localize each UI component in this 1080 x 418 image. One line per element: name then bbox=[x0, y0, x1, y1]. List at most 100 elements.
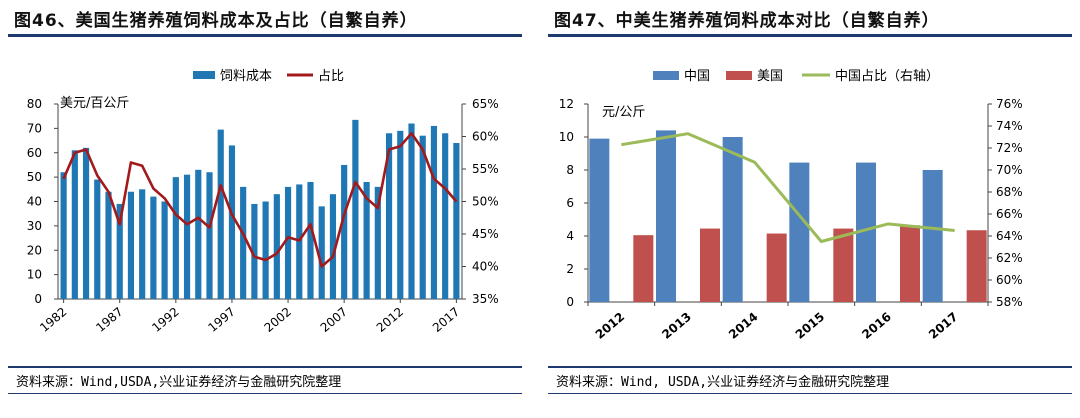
y-tick-label-right: 62% bbox=[996, 251, 1023, 265]
y-tick-label-left: 40 bbox=[27, 195, 42, 209]
y-axis-unit-label: 美元/百公斤 bbox=[60, 96, 129, 111]
figure-46-source: 资料来源：Wind,USDA,兴业证券经济与金融研究院整理 bbox=[16, 375, 342, 390]
legend-label-china-share: 中国占比（右轴） bbox=[835, 69, 939, 84]
x-tick-label: 2012 bbox=[593, 310, 628, 342]
bar-usa-2017 bbox=[966, 230, 987, 302]
legend-label-usa: 美国 bbox=[757, 69, 783, 84]
y-tick-label-left: 80 bbox=[27, 97, 42, 111]
source-divider-bottom bbox=[8, 393, 522, 394]
figure-46-title-bar: 图46、美国生猪养殖饲料成本及占比（自繁自养） bbox=[8, 4, 522, 37]
bar-feed-cost-2017 bbox=[453, 143, 460, 299]
y-tick-label-right: 70% bbox=[996, 163, 1023, 177]
bar-china-2012 bbox=[589, 138, 610, 302]
legend-label-share: 占比 bbox=[318, 69, 344, 84]
bar-feed-cost-2007 bbox=[341, 164, 348, 299]
x-tick-label: 1997 bbox=[205, 305, 237, 335]
bar-feed-cost-1985 bbox=[94, 179, 101, 299]
figure-47-chart: 0 2 4 6 8 10 12 58% 60% 62% 64% 66% 68% 70% 72% 74% 76% 元… bbox=[559, 69, 1023, 342]
bar-feed-cost-1995 bbox=[206, 172, 213, 299]
y-tick-label-right: 64% bbox=[996, 229, 1023, 243]
bar-feed-cost-2014 bbox=[419, 135, 426, 299]
bar-usa-2012 bbox=[633, 235, 654, 302]
bar-feed-cost-2011 bbox=[385, 133, 393, 299]
y-tick-label-right: 50% bbox=[472, 195, 499, 209]
y-tick-label-left: 20 bbox=[27, 243, 42, 257]
figure-47-title-bar: 图47、中美生猪养殖饲料成本对比（自繁自养） bbox=[548, 4, 1072, 37]
x-tick-label: 2017 bbox=[430, 305, 462, 335]
bar-usa-2015 bbox=[833, 228, 854, 302]
y-tick-label-right: 45% bbox=[472, 227, 499, 241]
y-tick-label-left: 6 bbox=[566, 196, 574, 210]
x-tick-label: 2007 bbox=[318, 305, 350, 335]
x-tick-label: 2012 bbox=[374, 305, 406, 335]
legend-label-feed-cost: 饲料成本 bbox=[220, 69, 272, 84]
y-tick-label-right: 65% bbox=[472, 97, 499, 111]
bar-feed-cost-2004 bbox=[307, 182, 314, 299]
y-tick-label-left: 70 bbox=[27, 121, 42, 135]
y-tick-label-right: 35% bbox=[472, 292, 499, 306]
line-china-share bbox=[621, 132, 955, 243]
y-tick-label-right: 60% bbox=[996, 273, 1023, 287]
x-tick-label: 1987 bbox=[93, 305, 125, 335]
legend-swatch-china bbox=[653, 71, 679, 80]
bar-feed-cost-2002 bbox=[284, 186, 292, 299]
x-tick-label: 2017 bbox=[926, 310, 961, 342]
bar-feed-cost-1987 bbox=[116, 203, 123, 299]
bar-feed-cost-2001 bbox=[273, 194, 280, 299]
y-tick-label-right: 76% bbox=[996, 97, 1023, 111]
bar-usa-2013 bbox=[700, 228, 720, 302]
bar-feed-cost-1999 bbox=[251, 203, 258, 299]
title-divider bbox=[548, 34, 1072, 37]
bar-china-2016 bbox=[856, 162, 876, 302]
x-tick-label: 2016 bbox=[859, 310, 894, 342]
bar-feed-cost-2008 bbox=[352, 119, 359, 299]
figure-46-chart: 0 10 20 30 40 50 60 70 80 35% 40% 45% 50% 55% 60% 65% 美元… bbox=[27, 69, 499, 335]
bar-china-2015 bbox=[789, 162, 810, 302]
y-tick-label-right: 66% bbox=[996, 207, 1023, 221]
bar-feed-cost-1988 bbox=[127, 191, 135, 299]
bar-feed-cost-1998 bbox=[240, 186, 247, 299]
y-tick-label-right: 40% bbox=[472, 260, 499, 274]
figure-46-panel: 图46、美国生猪养殖饲料成本及占比（自繁自养） 0 10 20 30 40 50 60 70 8… bbox=[0, 0, 530, 418]
bar-feed-cost-2009 bbox=[363, 182, 370, 299]
bar-feed-cost-1993 bbox=[183, 174, 191, 299]
bar-feed-cost-2012 bbox=[397, 130, 404, 299]
y-tick-label-right: 74% bbox=[996, 119, 1023, 133]
y-tick-label-left: 0 bbox=[566, 295, 574, 309]
bar-feed-cost-2006 bbox=[329, 194, 337, 299]
x-tick-label: 1982 bbox=[37, 305, 69, 335]
y-tick-label-right: 58% bbox=[996, 295, 1023, 309]
source-divider bbox=[548, 366, 1072, 368]
bar-feed-cost-2000 bbox=[262, 201, 269, 299]
bar-usa-2016 bbox=[900, 225, 920, 302]
bar-feed-cost-1986 bbox=[105, 191, 112, 299]
y-tick-label-left: 4 bbox=[566, 229, 574, 243]
legend-label-china: 中国 bbox=[684, 69, 710, 84]
figure-47-source: 资料来源：Wind, USDA,兴业证券经济与金融研究院整理 bbox=[556, 375, 890, 390]
legend-swatch-usa bbox=[726, 71, 752, 80]
y-tick-label-left: 8 bbox=[566, 163, 574, 177]
y-tick-label-left: 50 bbox=[27, 170, 42, 184]
y-tick-label-left: 60 bbox=[27, 146, 42, 160]
y-tick-label-right: 55% bbox=[472, 162, 499, 176]
bar-feed-cost-1997 bbox=[228, 145, 236, 299]
x-tick-label: 2014 bbox=[726, 310, 761, 342]
y-tick-label-left: 30 bbox=[27, 219, 42, 233]
x-tick-label: 1992 bbox=[149, 305, 181, 335]
x-tick-label: 2013 bbox=[659, 310, 694, 342]
x-tick-label: 2015 bbox=[793, 310, 828, 342]
y-tick-label-right: 68% bbox=[996, 185, 1023, 199]
bar-china-2013 bbox=[656, 130, 676, 302]
y-tick-label-right: 72% bbox=[996, 141, 1023, 155]
bar-feed-cost-2005 bbox=[318, 206, 325, 299]
bar-feed-cost-1994 bbox=[195, 169, 202, 299]
bar-feed-cost-2013 bbox=[408, 123, 415, 299]
bar-feed-cost-2015 bbox=[430, 125, 438, 299]
bar-usa-2014 bbox=[766, 233, 787, 302]
bar-feed-cost-1983 bbox=[71, 150, 78, 299]
y-tick-label-left: 10 bbox=[559, 130, 574, 144]
bar-feed-cost-1982 bbox=[60, 172, 67, 299]
bar-feed-cost-1989 bbox=[139, 189, 146, 299]
y-tick-label-left: 2 bbox=[566, 262, 574, 276]
source-divider-bottom bbox=[548, 393, 1072, 394]
